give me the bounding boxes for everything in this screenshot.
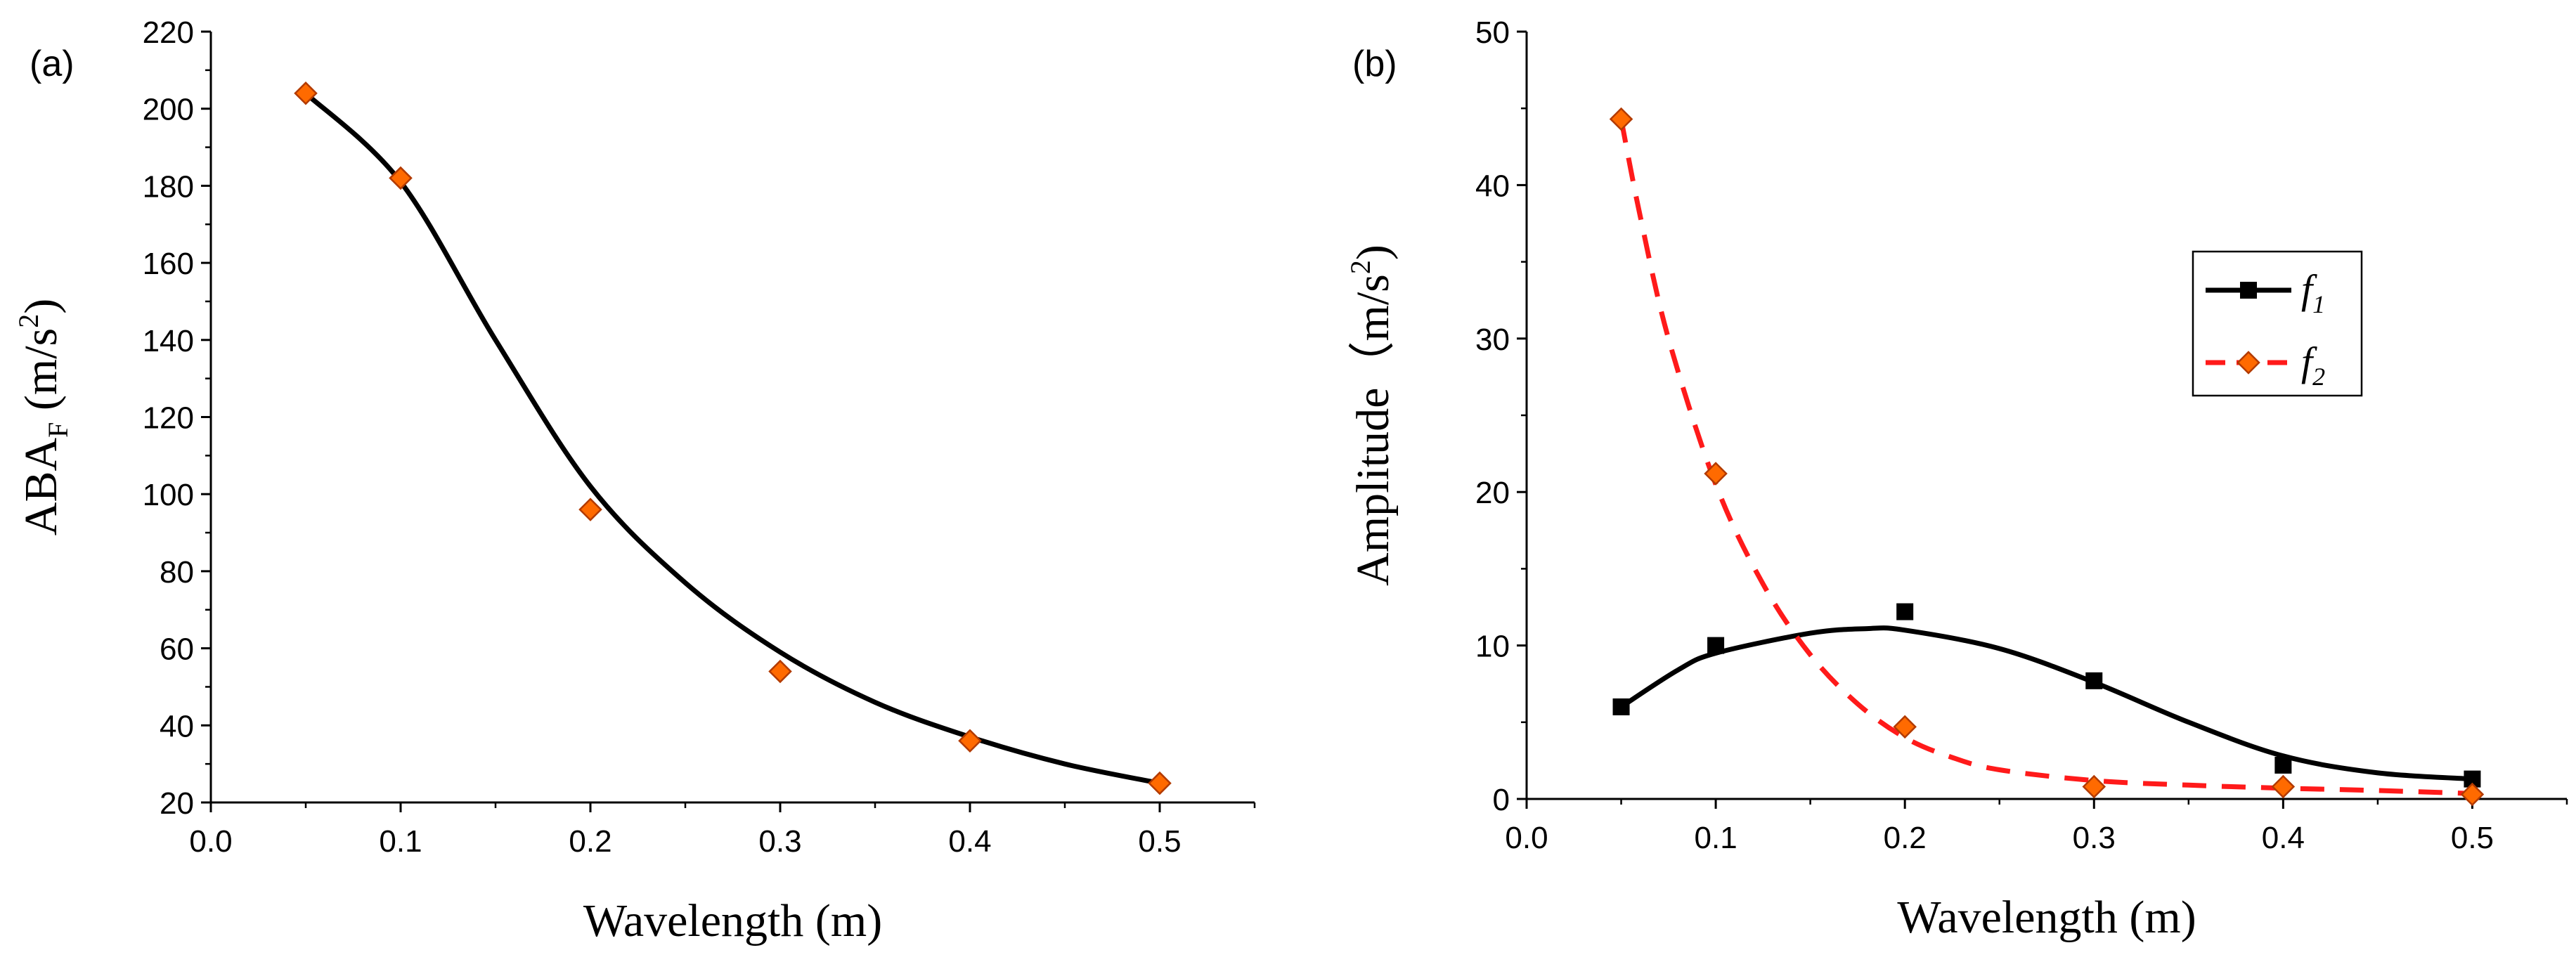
y-title-base: Amplitude	[1347, 388, 1399, 586]
y-tick-label: 20	[160, 786, 194, 821]
y-axis-title: ABAF (m/s2)	[13, 299, 74, 535]
data-point	[1704, 462, 1728, 486]
x-axis-title: Wavelength (m)	[583, 895, 882, 947]
y-title-base: ABA	[15, 438, 67, 536]
y-title-unit-close: )	[15, 299, 67, 314]
legend-label-sub: 1	[2312, 290, 2325, 318]
x-tick-label: 0.3	[758, 824, 801, 859]
y-tick-label: 0	[1493, 783, 1510, 817]
fit-curve	[303, 91, 1163, 786]
y-tick-label: 40	[160, 709, 194, 743]
y-title-unit-close: )	[1347, 245, 1399, 260]
legend-box	[2192, 250, 2363, 397]
x-tick-label: 0.4	[2262, 821, 2305, 855]
x-tick-label: 0.2	[569, 824, 611, 859]
data-point	[1896, 603, 1914, 620]
series-0	[294, 81, 1172, 795]
series-0	[1612, 603, 2481, 788]
y-title-superscript: 2	[13, 314, 44, 328]
x-tick-label: 0.3	[2073, 821, 2116, 855]
data-point	[2460, 782, 2485, 807]
y-tick-label: 140	[143, 324, 194, 358]
data-point	[294, 81, 318, 105]
data-point	[958, 729, 982, 753]
x-axis-title: Wavelength (m)	[1897, 892, 2196, 943]
data-point	[2271, 774, 2296, 799]
fit-curve	[1619, 625, 2475, 782]
y-tick-label: 180	[143, 169, 194, 204]
data-point	[1609, 107, 1633, 131]
y-tick-label: 30	[1475, 323, 1510, 357]
data-point	[2085, 672, 2103, 689]
y-tick-label: 40	[1475, 169, 1510, 203]
panel-a: 0.0 0.1 0.2 0.3 0.4 0.5 20 40 60 80 100 120 140 160 18…	[13, 15, 1256, 947]
panel-label: (b)	[1352, 44, 1397, 84]
y-tick-label: 100	[143, 478, 194, 512]
y-tick-label: 20	[1475, 476, 1510, 510]
y-title-superscript: 2	[1345, 260, 1376, 274]
x-tick-label: 0.1	[379, 824, 422, 859]
y-title-unit: (m/s	[15, 328, 67, 422]
y-tick-label: 120	[143, 401, 194, 436]
legend-marker	[2237, 351, 2260, 375]
fit-curve	[1619, 118, 2473, 796]
data-point	[768, 659, 792, 684]
y-tick-label: 160	[143, 247, 194, 281]
x-tick-label: 0.2	[1884, 821, 1927, 855]
x-tick-label: 0.5	[1138, 824, 1181, 859]
data-point	[1707, 637, 1725, 654]
y-tick-label: 60	[160, 632, 194, 667]
panel-label: (a)	[30, 44, 75, 84]
x-tick-label: 0.5	[2451, 821, 2494, 855]
y-tick-label: 220	[143, 15, 194, 50]
data-point	[2082, 774, 2106, 799]
series-1	[1609, 107, 2485, 807]
y-title-subscript: F	[42, 422, 74, 438]
y-title-unit: （m/s	[1347, 274, 1399, 387]
y-tick-label: 10	[1475, 630, 1510, 664]
legend-marker	[2240, 282, 2257, 299]
panel-b: 0.0 0.1 0.2 0.3 0.4 0.5 0 10 20 30 40 50 (b) Waveleng…	[1345, 15, 2568, 943]
y-tick-label: 50	[1475, 15, 1510, 50]
y-tick-label: 200	[143, 93, 194, 127]
data-point	[1612, 698, 1630, 715]
data-point	[2274, 756, 2292, 774]
y-axis-title: Amplitude（m/s2)	[1345, 245, 1399, 586]
x-tick-label: 0.0	[1505, 821, 1548, 855]
data-point	[1148, 771, 1172, 795]
legend-label-sub: 2	[2312, 363, 2325, 391]
y-tick-label: 80	[160, 555, 194, 590]
x-tick-label: 0.1	[1695, 821, 1737, 855]
x-tick-label: 0.4	[948, 824, 991, 859]
data-point	[389, 166, 413, 190]
data-point	[1893, 715, 1917, 739]
data-point	[578, 497, 602, 521]
x-tick-label: 0.0	[189, 824, 232, 859]
